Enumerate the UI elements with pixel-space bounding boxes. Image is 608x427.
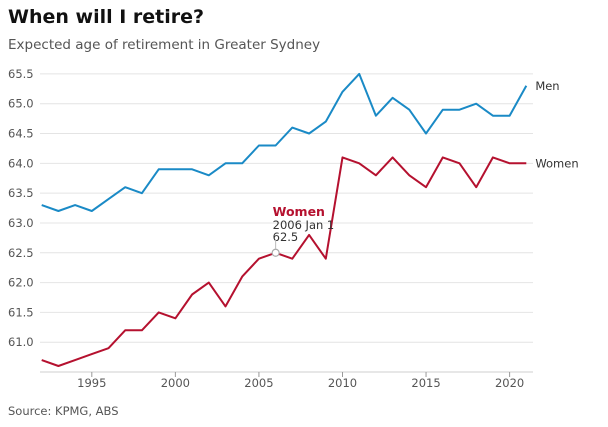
tooltip-date: 2006 Jan 1 <box>273 218 335 232</box>
series-line-women[interactable] <box>41 156 527 367</box>
y-tick-label: 61.5 <box>8 305 34 319</box>
y-tick-label: 63.0 <box>8 216 34 230</box>
x-tick-label: 2005 <box>244 376 273 390</box>
tooltip-series-name: Women <box>273 204 325 219</box>
series-end-labels: Men Women <box>535 79 578 171</box>
highlight-point[interactable] <box>271 248 280 257</box>
y-tick-label: 65.5 <box>8 67 34 81</box>
chart-subtitle: Expected age of retirement in Greater Sy… <box>8 37 321 53</box>
series-label-women: Women <box>535 156 578 170</box>
x-tick-label: 1995 <box>77 376 106 390</box>
series-lines[interactable] <box>41 72 528 367</box>
chart-title: When will I retire? <box>8 6 205 28</box>
y-tick-label: 61.0 <box>8 335 34 349</box>
x-axis-ticks: 1995 2000 2005 2010 2015 2020 <box>77 372 524 390</box>
y-tick-label: 64.0 <box>8 156 34 170</box>
tooltip-value: 62.5 <box>273 230 299 244</box>
series-line-men[interactable] <box>41 72 528 212</box>
y-tick-label: 65.0 <box>8 97 34 111</box>
x-tick-label: 2015 <box>411 376 440 390</box>
x-tick-label: 2000 <box>161 376 190 390</box>
source-note: Source: KPMG, ABS <box>8 404 119 418</box>
y-tick-label: 64.5 <box>8 127 34 141</box>
line-chart[interactable]: 61.0 61.5 62.0 62.5 63.0 63.5 64.0 64.5 65.0 65.5… <box>0 0 608 400</box>
hover-tooltip: Women 2006 Jan 1 62.5 <box>271 204 335 257</box>
x-tick-label: 2020 <box>495 376 524 390</box>
x-tick-label: 2010 <box>328 376 357 390</box>
y-tick-label: 63.5 <box>8 186 34 200</box>
y-tick-label: 62.5 <box>8 246 34 260</box>
series-label-men: Men <box>535 79 559 93</box>
grid <box>40 73 533 373</box>
y-axis-ticks: 61.0 61.5 62.0 62.5 63.0 63.5 64.0 64.5 65.0 65.5 <box>8 67 34 349</box>
y-tick-label: 62.0 <box>8 276 34 290</box>
